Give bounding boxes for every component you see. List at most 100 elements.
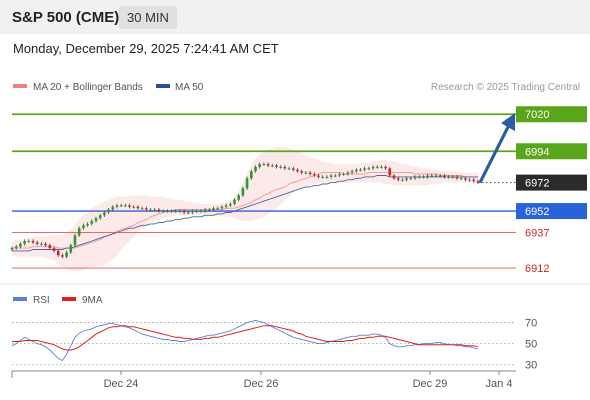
candle-body (338, 174, 341, 176)
rsi-ma-legend-label: 9MA (82, 295, 103, 306)
level-label-6994: 6994 (525, 146, 549, 158)
candle-body (472, 179, 476, 182)
candle-body (275, 165, 278, 167)
candle-body (86, 223, 89, 226)
candle-body (23, 241, 26, 244)
chart-header: S&P 500 (CME) 30 MIN (0, 0, 590, 34)
level-label-6972: 6972 (525, 178, 549, 190)
candle-body (258, 164, 261, 167)
candle-body (346, 172, 350, 174)
candle-body (35, 242, 39, 244)
time-tick-label: Dec 24 (104, 378, 139, 390)
projection-arrow-head (501, 113, 515, 132)
candle-body (375, 166, 379, 168)
candle-body (422, 176, 425, 178)
rsi-tick-50: 50 (525, 339, 537, 351)
candle-body (300, 171, 303, 173)
candle-body (52, 248, 56, 251)
bollinger-legend-label: MA 20 + Bollinger Bands (33, 82, 143, 93)
candle-body (409, 178, 413, 180)
level-label-6912: 6912 (525, 263, 549, 275)
price-plot-area: 7020 6994 6972 6952 6937 6912 (10, 106, 587, 275)
instrument-title: S&P 500 (CME) (12, 9, 120, 26)
candle-body (98, 215, 102, 219)
candle-body (31, 241, 35, 243)
candle-body (468, 179, 471, 181)
candle-body (115, 205, 119, 207)
candle-body (388, 168, 392, 176)
candle-body (287, 168, 291, 170)
candle-body (153, 209, 156, 211)
candle-body (128, 205, 131, 207)
ma50-legend-label: MA 50 (175, 82, 204, 93)
candle-body (216, 208, 219, 210)
rsi-tick-30: 30 (525, 360, 537, 372)
candle-body (61, 255, 64, 257)
candle-body (426, 175, 429, 177)
candle-body (262, 164, 266, 166)
candle-body (292, 168, 295, 170)
ma50-legend-swatch (156, 84, 170, 88)
candle-body (107, 209, 110, 213)
candle-body (438, 175, 442, 177)
candle-body (233, 199, 236, 204)
level-box-6972 (516, 174, 587, 191)
level-box-6994 (516, 143, 587, 160)
rsi-legend-swatch (13, 297, 27, 301)
level-label-6952: 6952 (525, 206, 549, 218)
candle-body (459, 178, 463, 180)
candle-body (417, 176, 421, 178)
candle-body (430, 175, 434, 177)
candle-body (103, 212, 106, 216)
candle-body (308, 172, 312, 174)
candle-body (455, 176, 459, 179)
time-tick-label: Dec 29 (413, 378, 448, 390)
candle-body (241, 188, 245, 196)
candle-body (254, 166, 257, 172)
candle-body (149, 209, 152, 211)
candle-body (355, 169, 358, 172)
candle-body (350, 171, 354, 173)
candle-body (334, 175, 337, 177)
candle-body (313, 174, 316, 176)
candle-body (464, 178, 467, 180)
candle-body (396, 178, 400, 180)
time-axis-ticks: Dec 24 Dec 26 Dec 29 Jan 4 (104, 371, 513, 390)
candle-body (380, 166, 383, 168)
rsi-plot-area: 70 50 30 (11, 318, 537, 372)
candle-body (166, 211, 169, 213)
candle-body (90, 221, 94, 224)
candle-body (443, 175, 446, 177)
candle-body (191, 211, 194, 213)
candle-body (136, 206, 140, 209)
candle-body (73, 235, 77, 246)
candle-body (371, 166, 375, 169)
candle-body (203, 209, 207, 211)
candle-body (359, 169, 362, 171)
candle-body (401, 179, 404, 181)
level-box-7020 (516, 106, 587, 123)
candle-body (44, 243, 47, 246)
candle-body (329, 175, 333, 177)
candle-body (170, 211, 173, 213)
candle-body (325, 176, 329, 178)
time-tick-label: Jan 4 (486, 378, 513, 390)
candle-body (94, 218, 98, 221)
candle-body (187, 212, 190, 214)
candle-body (145, 208, 148, 210)
candle-body (413, 176, 417, 179)
candle-body (363, 168, 366, 170)
candle-body (342, 174, 345, 175)
candle-body (296, 169, 299, 172)
candle-body (65, 252, 68, 257)
rsi-ma-legend-swatch (62, 297, 76, 301)
candle-body (384, 166, 387, 169)
timeframe-button[interactable]: 30 MIN (119, 6, 177, 29)
time-tick-label: Dec 26 (244, 378, 279, 390)
candle-body (304, 172, 308, 174)
level-box-6952 (516, 203, 587, 220)
candle-body (56, 250, 60, 256)
candle-body (250, 171, 253, 179)
candle-body (451, 176, 455, 178)
candle-body (476, 181, 480, 183)
